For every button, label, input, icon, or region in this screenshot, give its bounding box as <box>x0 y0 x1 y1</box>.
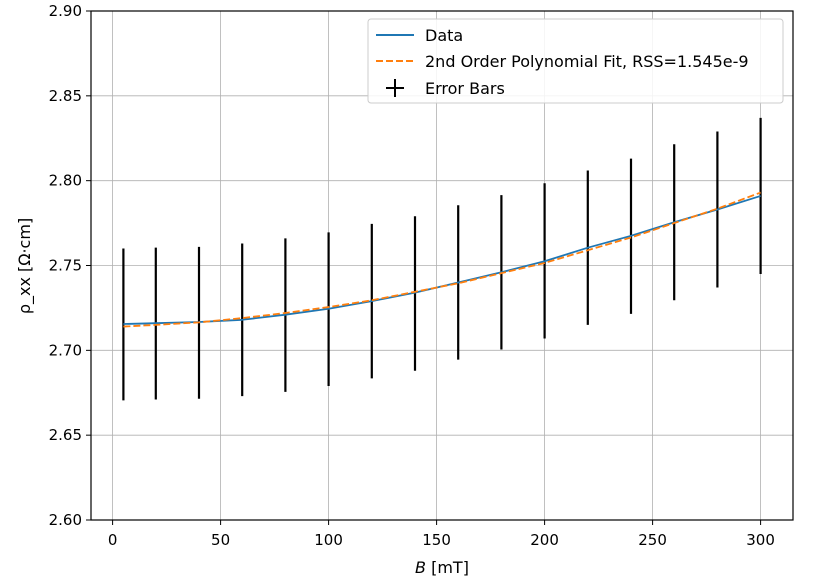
x-axis-label-unit: [mT] <box>426 558 469 577</box>
fit-line <box>123 191 761 328</box>
legend: Data 2nd Order Polynomial Fit, RSS=1.545… <box>367 18 784 104</box>
y-tick-label: 2.85 <box>49 87 82 105</box>
legend-errorbar-label: Error Bars <box>425 79 505 98</box>
legend-box <box>367 18 784 104</box>
x-tick-label: 0 <box>108 531 118 549</box>
y-tick-label: 2.80 <box>49 172 82 190</box>
x-tick-label: 250 <box>638 531 667 549</box>
x-tick-label: 100 <box>314 531 343 549</box>
x-axis-label-symbol: B <box>415 558 426 577</box>
y-axis-label: ρ_xx [Ω·cm] <box>15 218 35 314</box>
y-tick-label: 2.90 <box>49 2 82 20</box>
x-tick-label: 200 <box>530 531 559 549</box>
x-tick-label: 50 <box>211 531 230 549</box>
legend-fit-label: 2nd Order Polynomial Fit, RSS=1.545e-9 <box>425 52 749 71</box>
legend-data-label: Data <box>425 26 463 45</box>
x-axis-label: B [mT] <box>415 558 469 577</box>
y-axis: 2.60 2.65 2.70 2.75 2.80 2.85 2.90 <box>49 2 91 529</box>
y-tick-label: 2.70 <box>49 341 82 359</box>
x-axis: 0 50 100 150 200 250 300 <box>108 520 775 549</box>
x-tick-label: 150 <box>422 531 451 549</box>
y-tick-label: 2.65 <box>49 426 82 444</box>
series-lines <box>123 191 761 328</box>
y-tick-label: 2.60 <box>49 511 82 529</box>
x-tick-label: 300 <box>746 531 775 549</box>
y-tick-label: 2.75 <box>49 257 82 275</box>
